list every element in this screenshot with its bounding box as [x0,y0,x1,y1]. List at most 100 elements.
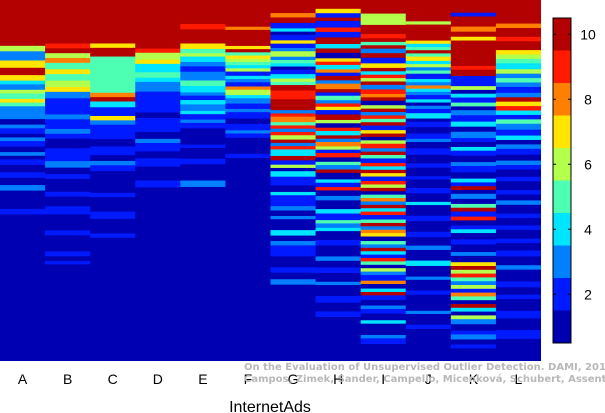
heatmap-cell [360,264,407,269]
heatmap-cell [495,218,541,226]
heatmap-cell [450,319,497,325]
x-tick-label: F [244,371,253,387]
heatmap-cell [450,146,497,152]
heatmap-cell [495,225,541,231]
heatmap-cell [315,37,362,45]
heatmap-cell [315,281,362,286]
heatmap-cell [360,130,407,134]
heatmap-cell [315,245,362,257]
heatmap-cell [360,45,407,50]
heatmap-cell [360,258,407,262]
heatmap-cell [0,93,46,100]
heatmap-cell [360,169,407,174]
colorbar-border [552,17,572,344]
colorbar-tick-labels: 2 4 6 8 10 [553,26,596,302]
heatmap-cell [450,344,497,349]
heatmap-cell [315,146,362,151]
heatmap-column-B [45,0,91,361]
heatmap-cell [0,0,46,47]
heatmap-cell [135,81,181,93]
heatmap-cell [450,216,497,221]
heatmap-cell [450,255,497,263]
heatmap-cell [495,23,541,29]
heatmap-cell [180,144,226,149]
heatmap-cell [315,213,362,221]
heatmap-cell [270,219,316,231]
heatmap-cell [315,83,362,90]
heatmap-cell [0,172,46,179]
heatmap-cell [270,210,316,217]
colorbar-tick-label: 2 [584,286,592,302]
heatmap-cell [270,267,316,274]
heatmap-cell [315,190,362,197]
heatmap-cell [0,119,46,126]
heatmap-cell [450,93,497,98]
heatmap-cell [405,73,452,80]
heatmap-cell [45,98,91,115]
heatmap-cell [405,82,452,86]
heatmap-cell [135,131,181,140]
heatmap-cell [225,123,271,131]
heatmap-cell [225,65,271,69]
heatmap-cell [495,256,541,266]
heatmap-cell [495,176,541,182]
heatmap-cell [315,149,362,154]
heatmap-cell [360,261,407,266]
heatmap-cell [450,307,497,312]
heatmap-cell [270,206,316,211]
heatmap-cell [360,295,407,301]
heatmap-cell [270,13,316,18]
heatmap-cell [0,137,46,142]
heatmap-cell [45,251,91,257]
heatmap-cell [405,276,452,281]
heatmap-cell [495,330,541,340]
heatmap-cell [495,78,541,83]
colorbar-tick-label: 8 [584,91,592,107]
heatmap-cell [270,149,316,157]
heatmap-cell [135,158,181,168]
heatmap-cell [315,152,362,158]
heatmap-cell [405,64,452,68]
heatmap-cell [495,63,541,70]
heatmap-cell [405,310,452,315]
heatmap-cell [135,138,181,144]
heatmap-cell [0,208,46,215]
heatmap-cell [45,206,91,215]
heatmap-cell [0,164,46,173]
heatmap-cell [0,84,46,91]
heatmap-cell [450,252,497,257]
heatmap-cell [180,119,226,124]
heatmap-cell [405,24,452,41]
heatmap-cell [360,271,407,276]
heatmap-cell [495,0,541,24]
heatmap-cell [495,165,541,170]
heatmap-cell [495,73,541,79]
heatmap-cell [270,146,316,150]
heatmap-cell [360,67,407,72]
heatmap-cell [495,106,541,111]
heatmap-cell [360,181,407,185]
heatmap-cell [405,133,452,140]
credit-line-1: On the Evaluation of Unsupervised Outlie… [244,362,605,373]
heatmap-cell [450,277,497,282]
heatmap-cell [360,97,407,102]
heatmap-cell [495,181,541,191]
heatmap-cell [270,164,316,169]
heatmap-cell [405,102,452,107]
heatmap-cell [405,245,452,251]
heatmap-cell [225,86,271,91]
heatmap-cell [360,33,407,39]
heatmap-cell [180,110,226,115]
heatmap-cell [180,29,226,34]
heatmap-cell [90,192,136,198]
heatmap-cell [450,203,497,209]
heatmap-cell [495,200,541,206]
heatmap-cell [0,190,46,210]
heatmap-cell [135,48,181,54]
heatmap-cell [450,65,497,71]
heatmap-cell [90,56,136,94]
heatmap-cell [0,80,46,85]
heatmap-cell [405,163,452,169]
heatmap-cell [450,198,497,205]
heatmap-cell [45,264,91,361]
